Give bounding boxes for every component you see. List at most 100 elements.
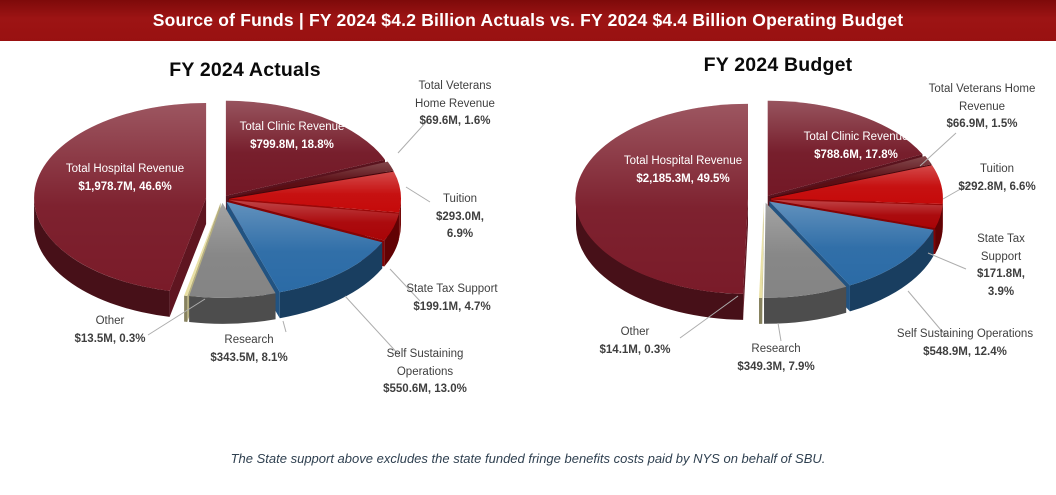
- leader-other: [147, 298, 206, 336]
- slice-sheen-veterans: [770, 156, 932, 198]
- pie-side-walls-outer: [34, 198, 401, 324]
- leader-other: [679, 295, 739, 339]
- slice-sheen-hospital: [34, 103, 207, 291]
- slice-label-tuition: Tuition $293.0M, 6.9%: [428, 191, 492, 244]
- pie-budget: [575, 100, 972, 342]
- slice-wall-tuition: [399, 198, 401, 239]
- slice-sheen-other: [759, 202, 764, 298]
- slice-label-name: Other: [620, 326, 650, 338]
- slice-wall-selfsust: [849, 229, 934, 312]
- slice-sheen-selfsust: [226, 201, 383, 293]
- slice-label-name: Total Hospital Revenue: [65, 163, 185, 175]
- slice-label-value: $293.0M, 6.9%: [436, 210, 484, 241]
- slice-label-value: $349.3M, 7.9%: [737, 360, 815, 373]
- slice-wall-other: [184, 295, 188, 322]
- slice-wall-selfsust: [279, 242, 383, 319]
- slice-label-clinic: Total Clinic Revenue $799.8M, 18.8%: [232, 119, 352, 154]
- slice-label-name: Tuition: [442, 193, 478, 205]
- slice-wall-research: [764, 286, 847, 324]
- slice-sheen-statetax: [770, 199, 943, 229]
- chart-actuals: FY 2024 Actuals Total Clinic Revenue $799…: [0, 41, 528, 455]
- report-footnote: The State support above excludes the sta…: [0, 451, 1056, 466]
- slice-label-value: $14.1M, 0.3%: [599, 343, 671, 356]
- slice-sheen-hospital: [575, 103, 748, 294]
- pie-leader-lines: [147, 120, 431, 357]
- slice-wall-hospital: [576, 198, 744, 320]
- slice-label-value: $1,978.7M, 46.6%: [78, 180, 172, 193]
- slice-sheen-selfsust: [769, 201, 934, 286]
- report-header: Source of Funds | FY 2024 $4.2 Billion A…: [0, 0, 1056, 41]
- slice-label-value: $199.1M, 4.7%: [413, 300, 491, 313]
- slice-label-name: Total Clinic Revenue: [239, 121, 345, 133]
- pie-top-faces: [575, 100, 943, 298]
- chart-budget-title: FY 2024 Budget: [703, 54, 853, 76]
- slice-label-value: $292.8M, 6.6%: [958, 180, 1036, 193]
- slice-cut-hospital: [743, 198, 748, 320]
- slice-label-name: State Tax Support: [977, 233, 1025, 263]
- leader-selfsust: [344, 295, 401, 357]
- slice-label-value: $69.6M, 1.6%: [419, 115, 491, 127]
- pie-side-walls-outer: [576, 198, 943, 324]
- slice-wall-other: [759, 297, 763, 324]
- pie-actuals: [34, 100, 431, 357]
- slice-label-veterans: Total Veterans Home Revenue $69.6M, 1.6%: [405, 78, 505, 131]
- slice-wall-hospital: [34, 198, 170, 317]
- slice-label-value: $548.9M, 12.4%: [923, 345, 1007, 358]
- slice-label-clinic: Total Clinic Revenue $788.6M, 17.8%: [791, 129, 921, 164]
- slice-label-name: Research: [224, 334, 274, 346]
- slice-label-hospital: Total Hospital Revenue $1,978.7M, 46.6%: [50, 161, 200, 196]
- slice-label-name: State Tax Support: [406, 283, 498, 295]
- slice-cut-hospital: [169, 198, 207, 317]
- footnote-text: The State support above excludes the sta…: [230, 451, 826, 466]
- slice-label-research: Research $343.5M, 8.1%: [189, 332, 309, 367]
- slice-label-tuition: Tuition $292.8M, 6.6%: [942, 161, 1052, 196]
- slice-label-value: $799.8M, 18.8%: [250, 138, 334, 151]
- slice-sheen-statetax: [228, 200, 399, 241]
- slice-label-value: $13.5M, 0.3%: [74, 332, 146, 345]
- slice-label-name: Total Hospital Revenue: [623, 155, 743, 167]
- slice-sheen-tuition: [228, 171, 401, 213]
- report-title: Source of Funds | FY 2024 $4.2 Billion A…: [152, 10, 904, 30]
- leader-statetax: [389, 268, 421, 302]
- slice-label-name: Total Clinic Revenue: [803, 131, 909, 143]
- slice-label-value: $550.6M, 13.0%: [383, 383, 467, 395]
- slice-sheen-clinic: [225, 100, 386, 196]
- chart-actuals-title: FY 2024 Actuals: [169, 59, 321, 81]
- slice-sheen-veterans: [228, 161, 394, 198]
- slice-label-name: Other: [95, 315, 125, 327]
- leader-research: [282, 320, 287, 333]
- slice-label-name: Total Veterans Home Revenue: [415, 80, 495, 110]
- slice-wall-statetax: [935, 205, 943, 255]
- slice-label-name: Research: [751, 343, 801, 355]
- slice-label-hospital: Total Hospital Revenue $2,185.3M, 49.5%: [603, 153, 763, 188]
- slice-label-statetax: State Tax Support $199.1M, 4.7%: [406, 281, 498, 316]
- slice-label-other: Other $14.1M, 0.3%: [575, 324, 695, 359]
- slice-cut-other: [762, 202, 764, 324]
- slice-sheen-clinic: [767, 100, 923, 196]
- slice-wall-research: [189, 293, 276, 324]
- leader-veterans: [397, 120, 428, 154]
- slice-sheen-research: [189, 202, 276, 298]
- chart-budget: FY 2024 Budget Total Clinic Revenue $788.…: [528, 41, 1056, 455]
- leader-tuition: [942, 182, 972, 200]
- slice-label-value: $788.6M, 17.8%: [814, 148, 898, 161]
- slice-label-research: Research $349.3M, 7.9%: [716, 341, 836, 376]
- slice-label-name: Self Sustaining Operations: [896, 328, 1034, 340]
- slice-label-value: $343.5M, 8.1%: [210, 351, 288, 364]
- slice-label-name: Total Veterans Home Revenue: [928, 83, 1036, 113]
- slice-label-other: Other $13.5M, 0.3%: [50, 313, 170, 348]
- pie-leader-lines: [679, 132, 972, 342]
- leader-veterans: [919, 132, 957, 167]
- slice-label-name: Tuition: [979, 163, 1015, 175]
- slice-label-value: $171.8M, 3.9%: [977, 268, 1025, 298]
- slice-label-selfsust: Self Sustaining Operations $548.9M, 12.4%: [880, 326, 1050, 361]
- slice-sheen-tuition: [770, 165, 943, 204]
- slice-label-value: $2,185.3M, 49.5%: [636, 172, 730, 185]
- slice-label-name: Self Sustaining Operations: [386, 348, 464, 378]
- leader-statetax: [927, 252, 967, 270]
- slice-label-value: $66.9M, 1.5%: [946, 118, 1018, 130]
- leader-selfsust: [907, 290, 947, 337]
- slice-label-selfsust: Self Sustaining Operations $550.6M, 13.0%: [375, 346, 475, 399]
- slice-label-statetax: State Tax Support $171.8M, 3.9%: [965, 231, 1037, 301]
